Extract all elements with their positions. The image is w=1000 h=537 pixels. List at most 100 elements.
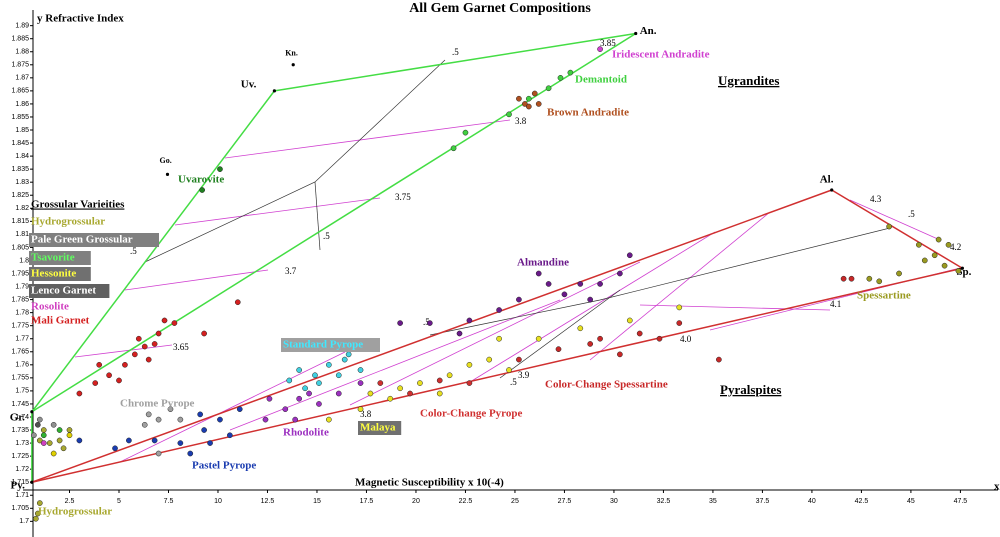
data-point [316, 380, 322, 386]
contour-label: 3.85 [600, 38, 616, 48]
data-point [521, 101, 528, 107]
data-point [577, 281, 584, 287]
region-label: Ugrandites [718, 73, 779, 88]
y-tick-label: 1.755 [11, 375, 29, 382]
y-tick-label: 1.725 [11, 453, 29, 460]
data-point [617, 270, 623, 277]
contour-label: 3.9 [518, 370, 530, 380]
data-point [561, 291, 568, 298]
y-tick-label: 1.875 [11, 62, 29, 69]
data-point [325, 416, 332, 423]
end-member-point [291, 63, 295, 67]
series-label: Standard Pyrope [283, 339, 363, 351]
x-tick-label: 27.5 [558, 498, 572, 505]
series-label: Pastel Pyrope [192, 460, 256, 472]
end-member-label: An. [640, 25, 657, 37]
data-point [302, 385, 308, 392]
data-point [155, 416, 162, 423]
data-point [199, 187, 205, 193]
data-point [96, 361, 103, 368]
y-tick-label: 1.805 [11, 244, 29, 251]
series-label: Rhodolite [283, 427, 329, 439]
y-tick-label: 1.715 [11, 479, 29, 486]
data-point [587, 341, 594, 347]
y-tick-label: 1.745 [11, 401, 29, 408]
data-point [535, 335, 542, 342]
y-tick-label: 1.7 [19, 518, 29, 525]
data-point [506, 111, 512, 118]
y-tick-label: 1.775 [11, 323, 29, 330]
data-point [387, 395, 394, 402]
data-point [56, 427, 63, 433]
label-background [29, 267, 91, 281]
data-point [161, 317, 168, 324]
y-tick-label: 1.77 [15, 336, 29, 343]
end-member-point [30, 480, 34, 484]
data-point [496, 335, 502, 342]
y-tick-label: 1.75 [15, 388, 29, 395]
data-point [112, 445, 118, 452]
data-point [227, 432, 233, 439]
data-point [296, 367, 303, 373]
data-point [135, 335, 142, 342]
data-point [626, 317, 633, 324]
data-point [56, 437, 63, 444]
data-point [597, 46, 603, 52]
data-point [555, 346, 562, 353]
data-point [266, 395, 273, 402]
end-member-label: Kn. [285, 49, 298, 58]
data-point [486, 356, 493, 363]
data-point [866, 275, 873, 282]
y-tick-label: 1.76 [15, 362, 29, 369]
x-tick-label: 30 [610, 498, 618, 505]
data-point [171, 320, 178, 326]
end-member-point [830, 188, 834, 192]
x-tick-label: 5 [117, 498, 121, 505]
contour-label: 3.8 [360, 409, 372, 419]
label-background [358, 421, 402, 435]
y-tick-label: 1.705 [11, 505, 29, 512]
data-point [446, 372, 453, 379]
series-label: Spessartine [857, 290, 911, 302]
data-point [921, 257, 928, 264]
data-point [357, 380, 364, 386]
y-tick-label: 1.795 [11, 270, 29, 277]
series-label: Brown Andradite [547, 107, 629, 119]
data-point [40, 432, 47, 439]
y-tick-label: 1.79 [15, 283, 29, 290]
data-point [341, 356, 348, 363]
data-point [617, 351, 623, 358]
y-tick-label: 1.81 [15, 231, 29, 238]
data-point [516, 95, 522, 102]
data-point [145, 411, 152, 418]
data-point [126, 437, 132, 444]
y-tick-label: 1.82 [15, 205, 29, 212]
data-point [531, 90, 538, 97]
data-point [296, 395, 303, 402]
data-point [234, 299, 241, 306]
data-point [676, 320, 683, 326]
data-point [941, 262, 948, 269]
x-tick-label: 17.5 [360, 498, 374, 505]
data-point [397, 320, 403, 326]
label-background [29, 251, 91, 265]
contour-lines [144, 59, 891, 379]
data-point [466, 317, 473, 324]
data-point [66, 427, 73, 433]
contour-label: 4.3 [870, 194, 882, 204]
x-axis-label: Magnetic Susceptibility x 10(-4) [355, 477, 504, 489]
data-point [155, 450, 162, 457]
data-point [525, 95, 532, 102]
contour-label: 3.75 [395, 192, 411, 202]
data-point [496, 307, 502, 313]
data-point [312, 372, 318, 379]
data-point [436, 390, 443, 397]
series-label: Rosolite [31, 301, 69, 313]
x-tick-label: 7.5 [164, 498, 174, 505]
series-label: Iridescent Andradite [612, 49, 710, 61]
data-point [32, 515, 39, 522]
data-point [36, 437, 43, 444]
data-point [462, 129, 469, 136]
data-point [545, 85, 552, 92]
